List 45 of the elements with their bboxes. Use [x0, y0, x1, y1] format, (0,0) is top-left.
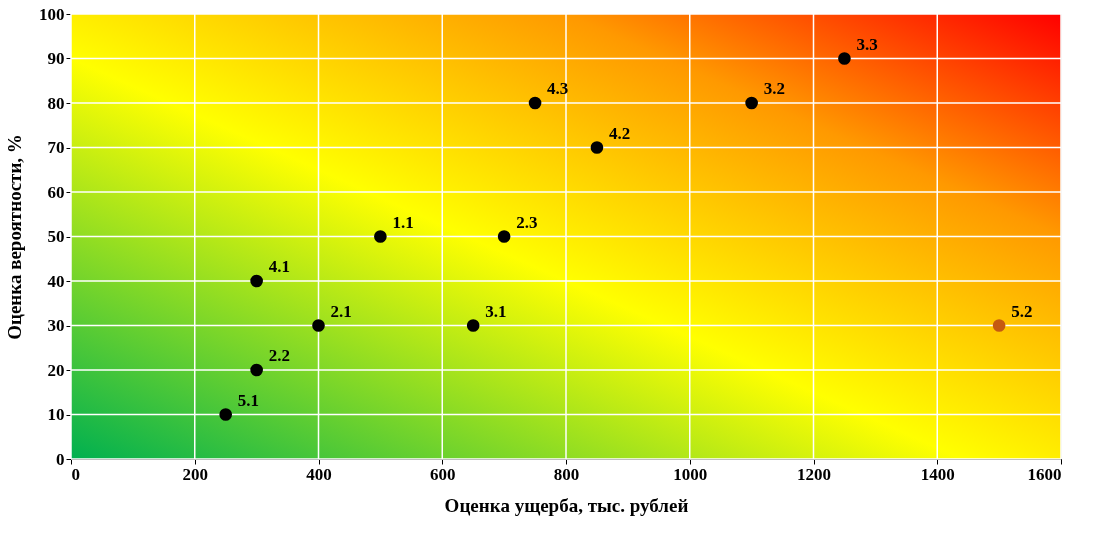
y-tick-label: 70 [47, 138, 65, 157]
point [219, 408, 233, 421]
annotation: 3.1 [485, 301, 507, 321]
x-tick-label: 600 [430, 464, 456, 484]
point [745, 96, 758, 110]
x-tick-label: 1400 [920, 464, 955, 484]
x-tick-label: 1200 [797, 464, 831, 484]
x-tick-label: 1000 [673, 464, 708, 484]
point [250, 274, 263, 288]
annotation: 3.3 [856, 34, 878, 54]
point [590, 141, 604, 154]
point [528, 96, 542, 110]
annotation: 5.1 [237, 390, 259, 410]
y-tick-label: 50 [47, 227, 65, 246]
annotation: 2.2 [268, 346, 290, 365]
annotation: 2.3 [516, 212, 538, 232]
y-tick-label: 20 [47, 360, 65, 380]
y-tick-label: 40 [47, 271, 65, 291]
y-tick-label: 90 [47, 49, 65, 68]
annotation: 4.2 [608, 123, 631, 143]
point [250, 363, 263, 377]
point [466, 319, 480, 332]
y-tick-label: 30 [47, 316, 65, 335]
y-tick-label: 10 [47, 405, 65, 424]
point [497, 230, 511, 243]
y-tick-label: 0 [56, 449, 65, 469]
point [992, 319, 1006, 332]
point [838, 52, 851, 65]
annotation: 4.1 [268, 257, 290, 276]
y-tick-label: 80 [47, 93, 65, 113]
x-tick-label: 400 [306, 464, 332, 484]
annotation: 1.1 [392, 212, 414, 232]
point [374, 230, 387, 243]
annotation: 5.2 [1011, 301, 1033, 321]
annotation: 3.2 [763, 79, 785, 98]
x-tick-label: 1600 [1027, 464, 1062, 484]
y-tick-label: 60 [47, 182, 65, 202]
annotation: 2.1 [330, 301, 352, 321]
x-tick-label: 0 [71, 464, 80, 484]
y-tick-label: 100 [39, 4, 65, 24]
x-tick-label: 200 [182, 464, 208, 484]
y-axis-title: Оценка вероятности, % [4, 134, 25, 340]
point [312, 319, 325, 332]
x-tick-label: 800 [553, 464, 580, 484]
x-axis-title: Оценка ущерба, тыс. рублей [444, 494, 689, 516]
